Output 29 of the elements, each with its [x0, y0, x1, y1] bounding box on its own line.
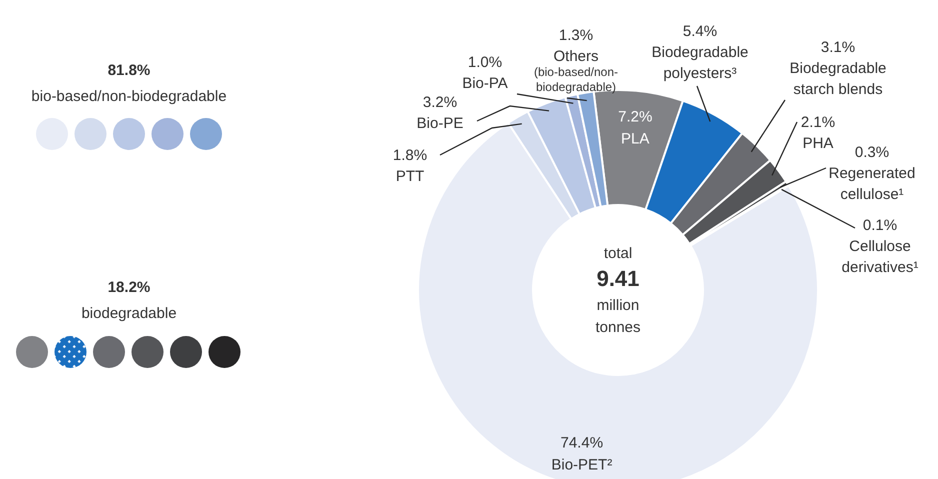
data-label: 2.1% [800, 114, 836, 131]
slice-label: Biodegradable starch blends [790, 60, 886, 98]
text: 18.2% [108, 279, 150, 296]
data-label: 7.2% [618, 108, 652, 126]
data-label: 74.4% [560, 434, 604, 452]
slice-label: PTT [396, 168, 424, 185]
data-label: 1.8% [392, 147, 428, 164]
slice-label: Bio-PE [416, 115, 464, 132]
data-label: 1.3% [558, 27, 594, 44]
slice-label: Bio-PET² [551, 456, 612, 474]
data-label: 3.1% [820, 39, 856, 56]
text: bio-based/non-biodegradable [31, 88, 227, 105]
slice-label: Cellulose derivatives¹ [842, 238, 918, 276]
slice-label: Bio-PA [462, 75, 508, 92]
data-label: 0.1% [862, 217, 898, 234]
data-label: 5.4% [682, 23, 718, 40]
text: 9.41 [596, 266, 640, 291]
slice-label: Regenerated cellulose¹ [828, 165, 916, 203]
text: biodegradable [81, 305, 177, 322]
text: total [604, 245, 632, 262]
slice-label: PLA [621, 130, 650, 148]
data-label: 3.2% [422, 94, 458, 111]
text: 81.8% [108, 62, 150, 79]
data-label: 0.3% [854, 144, 890, 161]
slice-label: Others (bio-based/non-biodegradable) [534, 48, 618, 94]
data-label: 1.0% [468, 54, 502, 71]
slice-label: Biodegradable polyesters³ [652, 44, 748, 82]
text: million tonnes [595, 297, 641, 336]
slice-label: PHA [802, 135, 834, 152]
